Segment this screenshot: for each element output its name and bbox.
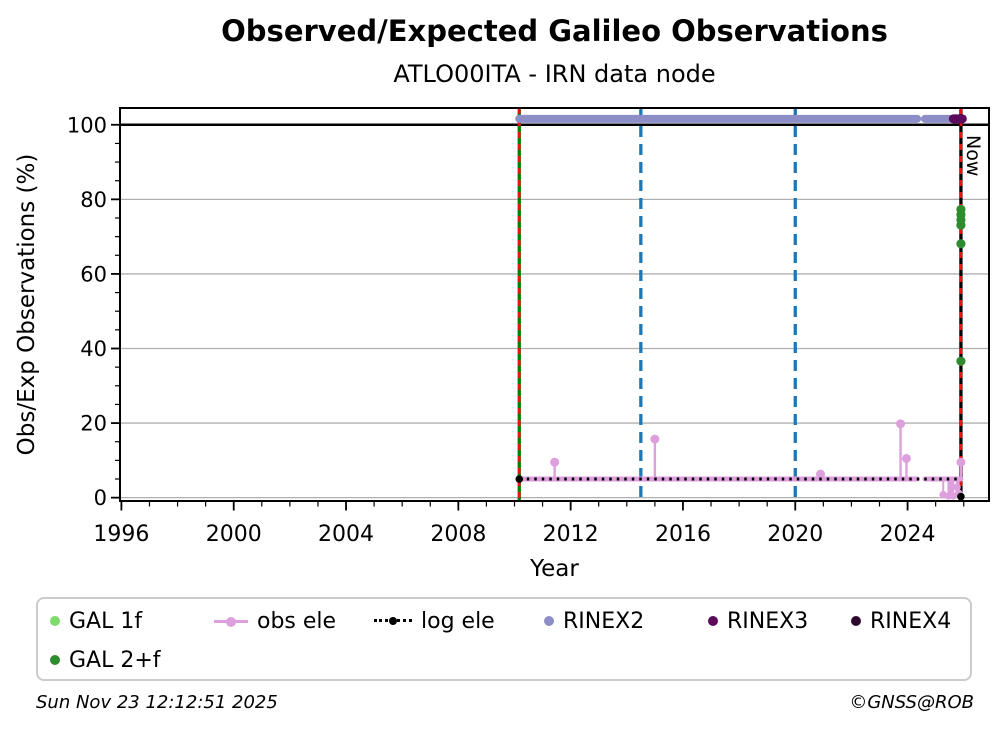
legend-label: obs ele [257,608,337,634]
legend-item-gal-1f: GAL 1f [50,608,142,634]
gal-2f-point [956,239,966,249]
legend-point-icon [226,616,236,627]
x-tick-label: 1996 [93,522,149,547]
x-tick-label: 2000 [206,522,262,547]
legend-label: log ele [421,608,495,634]
legend: GAL 1f obs ele log ele RINEX2 RINEX3 RINEX4 GA… [36,597,972,681]
y-tick-label: 80 [80,188,107,212]
chart-title: Observed/Expected Galileo Observations [221,14,888,48]
x-tick-label: 2004 [318,522,374,547]
obs-ele-point [896,419,906,429]
legend-dot-marker-icon [50,655,60,665]
obs-ele-point [816,469,826,479]
x-tick-label: 2008 [430,522,486,547]
legend-label: RINEX4 [870,608,952,634]
chart-subtitle: ATLO00ITA - IRN data node [393,60,716,88]
y-axis-label: Obs/Exp Observations (%) [14,154,40,456]
legend-dot-marker-icon [851,616,861,626]
legend-dot-marker-icon [50,616,60,626]
legend-line-dot-marker-icon [214,615,248,628]
gal-2f-point [956,356,966,366]
legend-item-rinex2: RINEX2 [544,608,644,634]
y-tick-label: 100 [67,113,107,137]
y-tick-label: 40 [80,337,107,361]
y-tick-label: 20 [80,412,107,436]
obs-ele-point [650,434,660,444]
obs-ele-point [901,453,911,463]
legend-item-obs-ele: obs ele [214,608,336,634]
log-ele-point [515,475,524,483]
log-ele-point [957,492,965,501]
obs-ele-point [550,457,560,467]
plot-area: 1996 2000 2004 2008 2012 2016 2020 2024 0 20 40 60 8… [14,107,990,582]
obs-ele-point [956,457,966,467]
legend-dot-marker-icon [708,616,718,626]
x-tick-label: 2016 [655,522,711,547]
x-axis-label: Year [529,556,579,582]
legend-label: RINEX3 [727,608,809,634]
now-label: Now [962,135,984,176]
y-tick-label: 0 [94,486,107,510]
legend-item-rinex4: RINEX4 [851,608,951,634]
legend-label: GAL 1f [69,608,143,634]
x-tick-label: 2024 [880,522,936,547]
legend-label: RINEX2 [563,608,645,634]
obs-ele-dip-blob [947,479,955,497]
obs-ele-dip-point [949,492,957,500]
legend-point-icon [389,617,397,625]
x-tick-label: 2012 [543,522,599,547]
y-tick-label: 60 [80,262,107,286]
legend-dotted-line-marker-icon [374,615,412,628]
legend-item-log-ele: log ele [374,608,495,634]
gal-2f-point [956,220,966,230]
legend-item-rinex3: RINEX3 [708,608,808,634]
legend-dot-marker-icon [544,616,554,626]
x-tick-label: 2020 [767,522,823,547]
plot-frame [119,107,990,502]
legend-label: GAL 2+f [69,647,161,673]
copyright: ©GNSS@ROB [849,692,974,713]
legend-item-gal-2-f: GAL 2+f [50,647,161,673]
timestamp: Sun Nov 23 12:12:51 2025 [36,692,278,713]
